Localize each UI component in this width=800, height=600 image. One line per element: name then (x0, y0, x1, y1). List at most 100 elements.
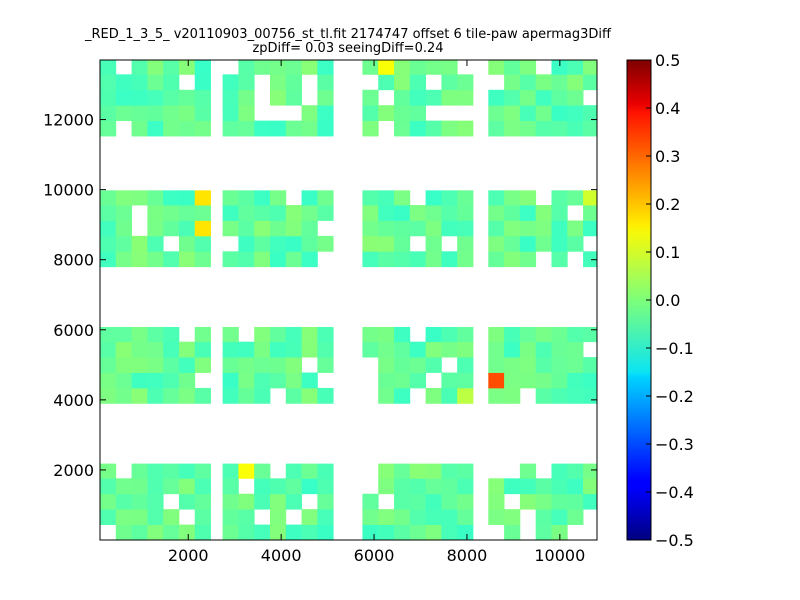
heatmap-cell (115, 190, 132, 206)
heatmap-cell (115, 251, 132, 268)
heatmap-cell (178, 357, 196, 373)
heatmap-cell (441, 509, 458, 525)
heatmap-cell (535, 478, 552, 495)
heatmap-cell (100, 326, 117, 343)
heatmap-cell (567, 190, 584, 206)
heatmap-cell (504, 524, 521, 540)
heatmap-cell (131, 341, 148, 358)
heatmap-cell (441, 89, 458, 106)
heatmap-cell (425, 220, 442, 237)
heatmap-cell (567, 74, 584, 91)
heatmap-cell (222, 205, 239, 221)
heatmap-cell (194, 478, 211, 495)
heatmap-cell (441, 524, 458, 540)
heatmap-cell (535, 357, 552, 373)
heatmap-cell (222, 372, 239, 389)
heatmap-cell (238, 372, 255, 389)
heatmap-cell (100, 190, 117, 206)
heatmap-cell (378, 220, 395, 237)
heatmap-cell (535, 493, 552, 510)
heatmap-cell (567, 493, 584, 510)
heatmap-cell (254, 205, 271, 221)
heatmap-cell (488, 89, 505, 106)
heatmap-cell (100, 120, 117, 137)
heatmap-cell (254, 120, 271, 137)
heatmap-cell (504, 190, 521, 206)
heatmap-cell (115, 220, 132, 237)
heatmap-cell (551, 220, 568, 237)
heatmap-cell (551, 60, 568, 75)
heatmap-cell (285, 478, 302, 495)
heatmap-cell (285, 357, 302, 373)
heatmap-cell (194, 387, 211, 404)
heatmap-cell (441, 251, 458, 268)
colorbar-tick-label: 0.4 (655, 99, 680, 118)
heatmap-cell (178, 205, 196, 221)
heatmap-cell (254, 190, 271, 206)
heatmap-cell (317, 326, 334, 343)
heatmap-cell (301, 509, 318, 525)
heatmap-cell (301, 478, 318, 495)
heatmap-cell (222, 463, 239, 479)
heatmap-cell (115, 235, 132, 252)
heatmap-cell (115, 524, 132, 540)
heatmap-cell (378, 524, 395, 540)
heatmap-cell (488, 120, 505, 137)
heatmap-cell (254, 60, 271, 75)
heatmap-cell (285, 341, 302, 358)
heatmap-cell (551, 524, 568, 540)
heatmap-cell (194, 205, 211, 221)
heatmap-cell (425, 190, 442, 206)
colorbar-tick-label: −0.3 (655, 435, 694, 454)
heatmap-cell (457, 478, 474, 495)
heatmap-cell (194, 105, 211, 122)
heatmap-cell (222, 251, 239, 268)
colorbar-tick-label: −0.5 (655, 531, 694, 550)
heatmap-cell (270, 493, 287, 510)
heatmap-cell (378, 341, 395, 358)
heatmap-cell (301, 120, 318, 137)
heatmap-cell (178, 251, 196, 268)
heatmap-cell (425, 524, 442, 540)
heatmap-cell (362, 251, 379, 268)
heatmap-cell (583, 478, 597, 495)
heatmap-cell (583, 463, 597, 479)
heatmap-cell (147, 120, 164, 137)
heatmap-cell (394, 493, 411, 510)
heatmap-cell (238, 509, 255, 525)
heatmap-cell (100, 89, 117, 106)
heatmap-cell (115, 387, 132, 404)
heatmap-cell (394, 387, 411, 404)
heatmap-cell (115, 478, 132, 495)
heatmap-cell (551, 372, 568, 389)
heatmap-cell (100, 493, 117, 510)
heatmap-cell (519, 478, 537, 495)
heatmap-cell (378, 105, 395, 122)
heatmap-cell (131, 326, 148, 343)
heatmap-cell (504, 357, 521, 373)
heatmap-cell (147, 205, 164, 221)
heatmap-cell (254, 478, 271, 495)
heatmap-cell (551, 205, 568, 221)
heatmap-cell (285, 326, 302, 343)
heatmap-cell (567, 105, 584, 122)
heatmap-cell (457, 205, 474, 221)
heatmap-cell (100, 74, 117, 91)
heatmap-cell (378, 478, 395, 495)
heatmap-cell (409, 74, 426, 91)
heatmap-cell (194, 463, 211, 479)
heatmap-cell (535, 509, 552, 525)
heatmap-cell (425, 205, 442, 221)
heatmap-cell (567, 357, 584, 373)
heatmap-cell (163, 341, 180, 358)
heatmap-cell (488, 326, 505, 343)
heatmap-cell (457, 341, 474, 358)
heatmap-cell (254, 326, 271, 343)
heatmap-cell (115, 341, 132, 358)
heatmap-cell (362, 205, 379, 221)
heatmap-cell (270, 478, 287, 495)
heatmap-cell (457, 509, 474, 525)
heatmap-cell (131, 387, 148, 404)
heatmap-cell (163, 74, 180, 91)
heatmap-cell (519, 60, 537, 75)
